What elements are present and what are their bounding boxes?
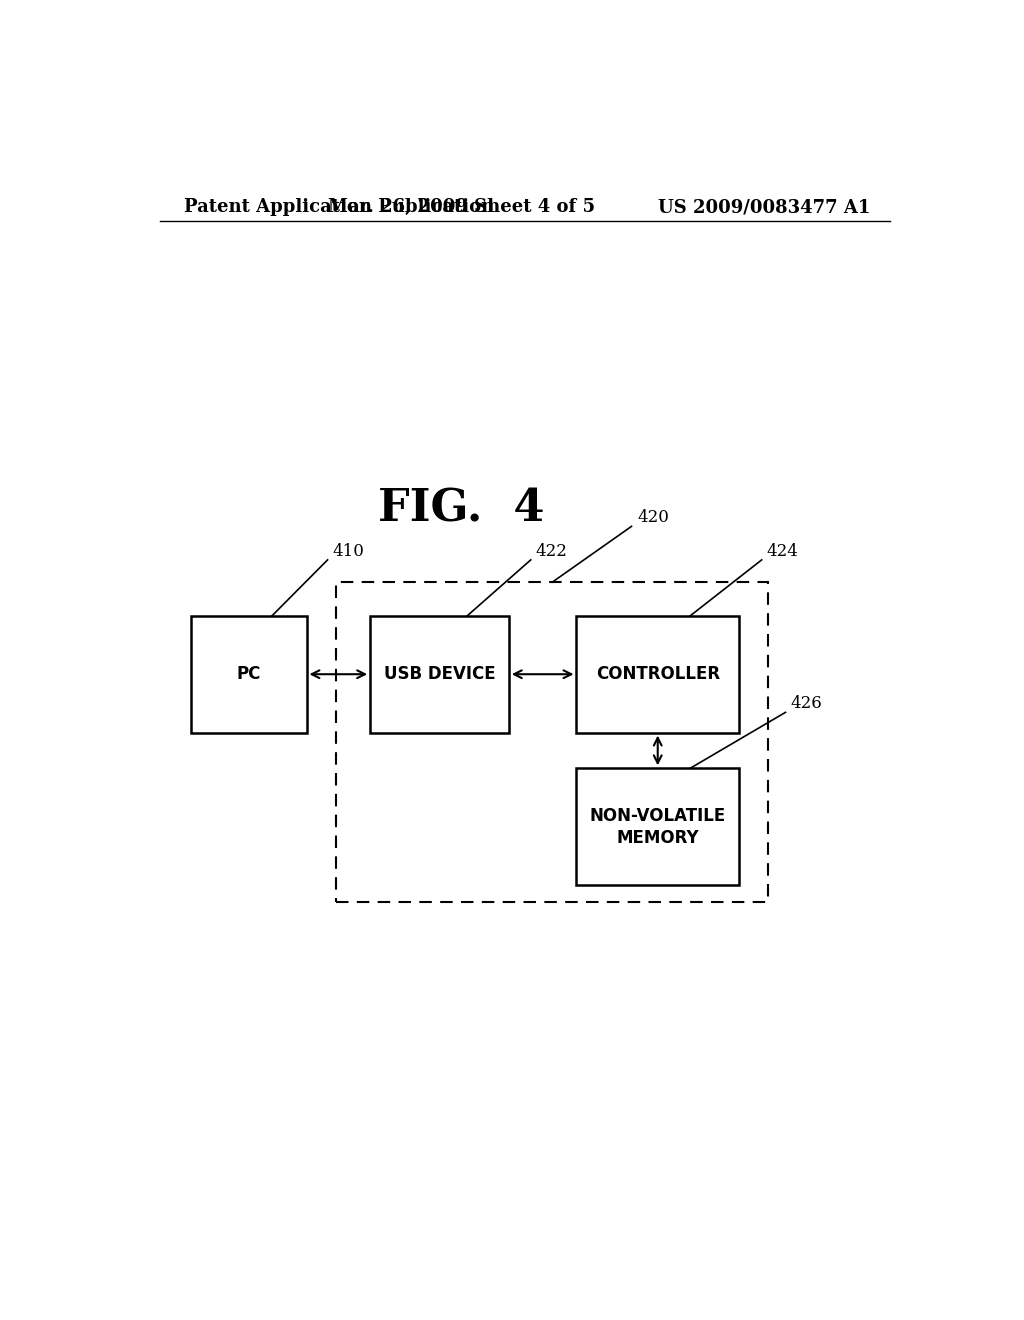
Bar <box>577 615 739 733</box>
Bar <box>370 615 509 733</box>
Text: PC: PC <box>237 665 261 684</box>
Text: CONTROLLER: CONTROLLER <box>596 665 720 684</box>
Text: 424: 424 <box>766 543 799 560</box>
Text: 410: 410 <box>333 543 365 560</box>
Bar <box>336 582 768 903</box>
Text: USB DEVICE: USB DEVICE <box>384 665 496 684</box>
Text: 426: 426 <box>791 696 822 713</box>
Text: FIG.  4: FIG. 4 <box>378 487 545 531</box>
Bar <box>191 615 306 733</box>
Text: Mar. 26, 2009 Sheet 4 of 5: Mar. 26, 2009 Sheet 4 of 5 <box>328 198 595 216</box>
Text: NON-VOLATILE
MEMORY: NON-VOLATILE MEMORY <box>590 807 726 847</box>
Text: US 2009/0083477 A1: US 2009/0083477 A1 <box>657 198 870 216</box>
Text: 422: 422 <box>536 543 567 560</box>
Text: Patent Application Publication: Patent Application Publication <box>183 198 494 216</box>
Text: 420: 420 <box>638 510 670 527</box>
Bar <box>577 768 739 886</box>
